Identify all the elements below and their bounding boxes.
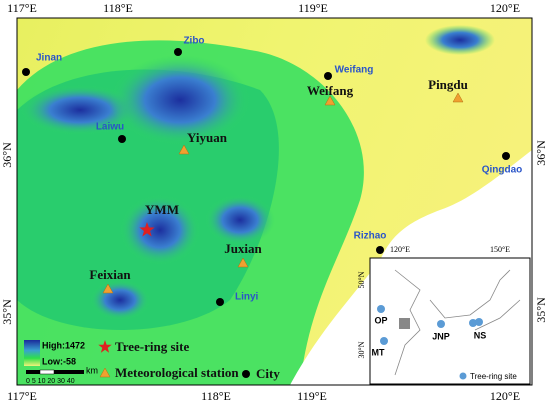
inset-axis-label: 150°E [490,245,510,254]
axis-label: 118°E [103,1,133,15]
axis-label: 35°N [0,299,14,325]
inset-legend: Tree-ring site [470,372,517,381]
station-label: Weifang [307,83,354,98]
scale-bar [26,370,84,374]
station-marker [452,92,464,103]
legend-triangle [99,367,111,378]
axis-label: 36°N [534,140,548,166]
station-label: Pingdu [428,77,468,92]
legend-site [459,372,467,380]
axis-label: 120°E [490,389,520,403]
site-marker [377,305,385,313]
site-marker [475,318,483,326]
city-marker [324,72,332,80]
scale-label: 0 5 10 20 30 40 [26,378,75,385]
station-label: Yiyuan [187,130,228,145]
city-label: Jinan [36,53,62,64]
inset-axis-label: 30°N [357,341,366,358]
axis-label: 118°E [201,389,231,403]
site-marker [380,337,388,345]
legend-label: Low:-58 [42,356,76,366]
axis-label: 119°E [297,389,327,403]
site-label: JNP [432,331,450,341]
city-marker [216,298,224,306]
frame [16,17,533,386]
axis-label: 120°E [490,1,520,15]
station-label: Juxian [224,241,262,256]
inset [369,257,531,385]
inset-axis-label: 120°E [390,245,410,254]
city-label: Weifang [335,65,374,76]
inset-axis-label: 50°N [357,271,366,288]
axis-label: 35°N [534,297,548,323]
station-marker [237,257,249,268]
station-label: Feixian [89,267,131,282]
tree-ring-marker [139,222,155,237]
city-marker [376,246,384,254]
axis-label: 36°N [0,142,14,168]
axis-label: 117°E [7,1,37,15]
legend-label: City [256,366,280,381]
scale-bar [39,369,55,375]
legend-label: Tree-ring site [115,339,189,354]
city-label: Qingdao [482,165,523,176]
site-marker [437,320,445,328]
legend-city [242,370,250,378]
city-marker [118,135,126,143]
tree-ring-label: YMM [145,202,179,217]
scale-label: km [86,365,98,375]
legend-label: Meteorological station [115,365,239,380]
station-marker [324,95,336,106]
legend-star [98,340,112,353]
city-label: Laiwu [96,122,124,133]
site-label: OP [374,315,387,325]
axis-label: 119°E [298,1,328,15]
elevation-ramp [24,340,40,366]
city-label: Rizhao [354,231,387,242]
city-marker [22,68,30,76]
site-label: MT [372,347,385,357]
city-marker [174,48,182,56]
site-marker [469,319,477,327]
axis-label: 117°E [7,389,37,403]
city-label: Linyi [235,292,259,303]
legend-label: High:1472 [42,340,85,350]
city-label: Zibo [183,36,204,47]
city-marker [502,152,510,160]
station-marker [178,144,190,155]
station-marker [102,283,114,294]
site-label: NS [474,330,487,340]
